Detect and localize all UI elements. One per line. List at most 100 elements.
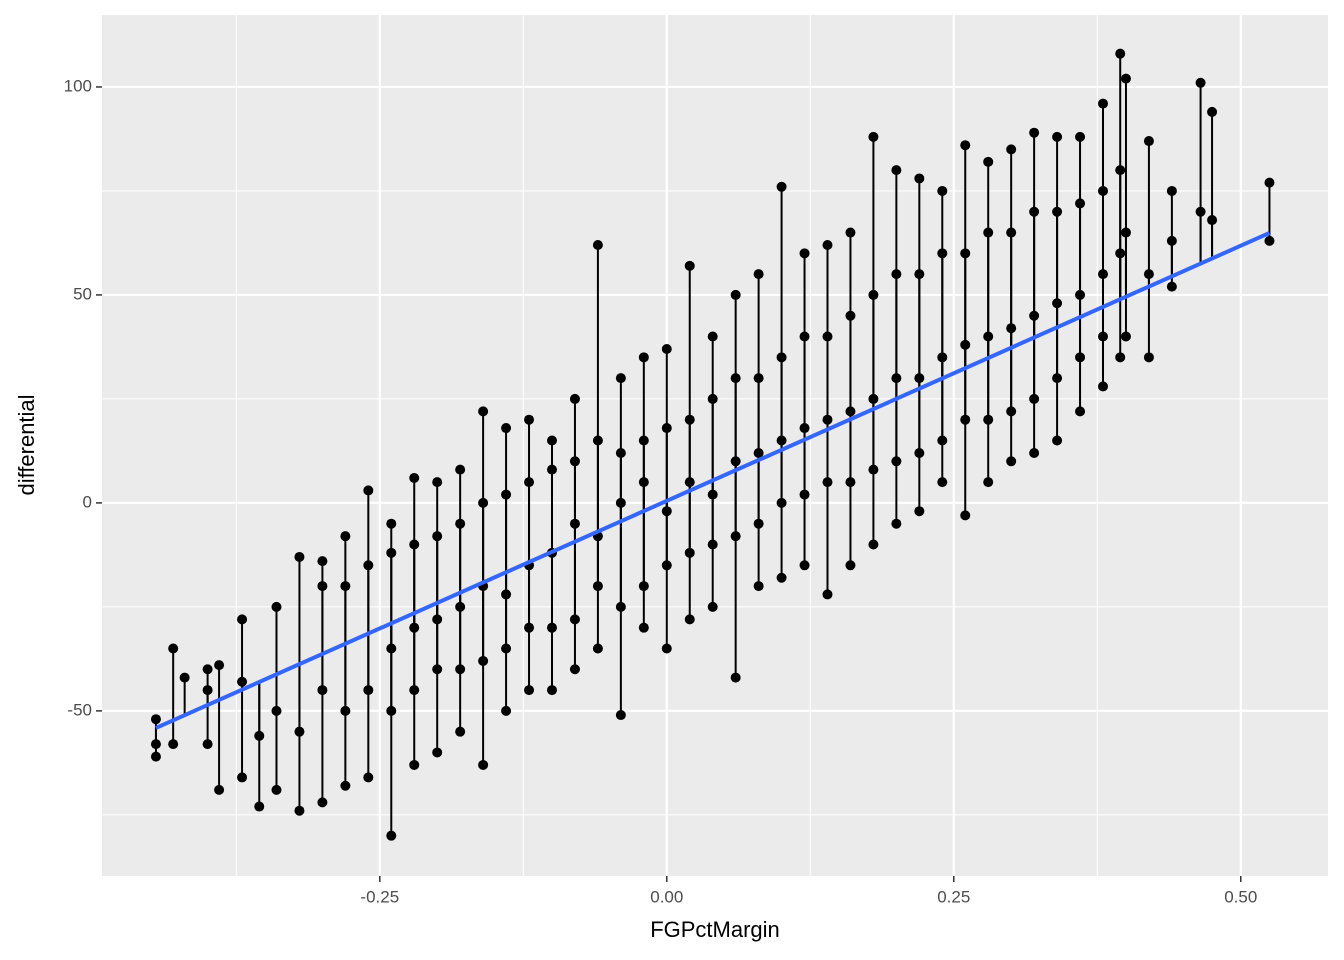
point bbox=[294, 805, 305, 816]
point bbox=[409, 759, 420, 770]
point bbox=[340, 780, 351, 791]
point bbox=[237, 772, 248, 783]
point bbox=[179, 672, 190, 683]
point bbox=[455, 726, 466, 737]
point bbox=[937, 435, 948, 446]
x-tick-label: 0.25 bbox=[937, 887, 970, 906]
point bbox=[363, 560, 374, 571]
point bbox=[592, 240, 603, 251]
point bbox=[340, 705, 351, 716]
point bbox=[891, 456, 902, 467]
y-axis-title: differential bbox=[14, 394, 39, 495]
y-tick-label: 50 bbox=[73, 284, 92, 303]
point bbox=[753, 269, 764, 280]
point bbox=[455, 664, 466, 675]
point bbox=[546, 685, 557, 696]
point bbox=[822, 414, 833, 425]
point bbox=[569, 456, 580, 467]
point bbox=[730, 373, 741, 384]
point bbox=[1006, 456, 1017, 467]
point bbox=[845, 310, 856, 321]
point bbox=[1115, 248, 1126, 259]
point bbox=[684, 260, 695, 271]
x-tick-label: 0.50 bbox=[1224, 887, 1257, 906]
point bbox=[914, 373, 925, 384]
point bbox=[386, 705, 397, 716]
point bbox=[569, 393, 580, 404]
point bbox=[271, 601, 282, 612]
point bbox=[214, 660, 225, 671]
point bbox=[638, 352, 649, 363]
point bbox=[317, 581, 328, 592]
x-tick-label: -0.25 bbox=[360, 887, 399, 906]
point bbox=[1052, 206, 1063, 217]
point bbox=[455, 601, 466, 612]
point bbox=[455, 518, 466, 529]
point bbox=[1075, 289, 1086, 300]
point bbox=[1143, 352, 1154, 363]
point bbox=[271, 705, 282, 716]
point bbox=[1166, 185, 1177, 196]
point bbox=[1006, 227, 1017, 238]
point bbox=[868, 289, 879, 300]
point bbox=[776, 497, 787, 508]
trend-line bbox=[155, 231, 1271, 730]
point bbox=[386, 547, 397, 558]
point bbox=[432, 664, 443, 675]
point bbox=[1143, 136, 1154, 147]
point bbox=[409, 539, 420, 550]
point bbox=[891, 165, 902, 176]
point bbox=[214, 784, 225, 795]
point bbox=[294, 726, 305, 737]
point bbox=[386, 830, 397, 841]
point bbox=[799, 331, 810, 342]
point bbox=[1098, 381, 1109, 392]
point bbox=[501, 705, 512, 716]
point bbox=[753, 518, 764, 529]
point bbox=[1029, 127, 1040, 138]
point bbox=[730, 456, 741, 467]
point bbox=[661, 643, 672, 654]
point bbox=[776, 352, 787, 363]
point bbox=[501, 489, 512, 500]
point bbox=[753, 373, 764, 384]
point bbox=[776, 435, 787, 446]
point bbox=[960, 339, 971, 350]
point bbox=[799, 423, 810, 434]
point bbox=[937, 185, 948, 196]
x-tick-label: 0.00 bbox=[650, 887, 683, 906]
point bbox=[432, 531, 443, 542]
point bbox=[1029, 447, 1040, 458]
point bbox=[1120, 73, 1131, 84]
point bbox=[937, 248, 948, 259]
point bbox=[237, 676, 248, 687]
point bbox=[1006, 144, 1017, 155]
point bbox=[615, 497, 626, 508]
point bbox=[1115, 48, 1126, 59]
point bbox=[776, 181, 787, 192]
point bbox=[845, 477, 856, 488]
point bbox=[983, 477, 994, 488]
point bbox=[592, 581, 603, 592]
point bbox=[799, 560, 810, 571]
point bbox=[891, 373, 902, 384]
point bbox=[524, 414, 535, 425]
y-tick-label: -50 bbox=[67, 700, 92, 719]
point bbox=[1006, 406, 1017, 417]
point bbox=[317, 556, 328, 567]
point bbox=[202, 685, 213, 696]
point bbox=[254, 730, 265, 741]
point bbox=[730, 672, 741, 683]
point bbox=[638, 435, 649, 446]
point bbox=[478, 655, 489, 666]
point bbox=[845, 560, 856, 571]
point bbox=[661, 506, 672, 517]
point bbox=[546, 464, 557, 475]
point bbox=[1075, 198, 1086, 209]
point bbox=[1264, 235, 1275, 246]
point bbox=[1052, 373, 1063, 384]
point bbox=[1098, 269, 1109, 280]
point bbox=[868, 539, 879, 550]
point bbox=[150, 751, 161, 762]
point bbox=[317, 797, 328, 808]
